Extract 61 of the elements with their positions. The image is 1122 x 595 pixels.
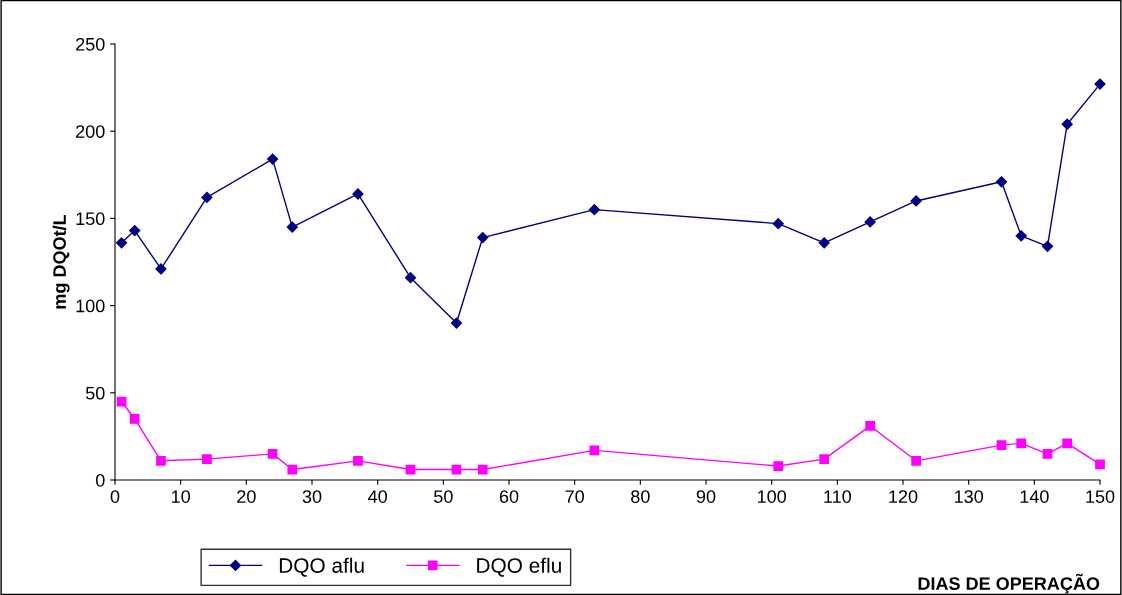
point: [1095, 459, 1105, 470]
point: [1041, 240, 1054, 252]
x-tick-label: 60: [499, 490, 519, 503]
x-tick-label: 20: [237, 490, 256, 503]
x-tick-label: 30: [302, 490, 322, 503]
point: [911, 455, 921, 466]
point: [1094, 78, 1106, 90]
point: [996, 440, 1007, 450]
y-tick-label: 250: [76, 37, 105, 51]
point: [287, 464, 298, 475]
point: [202, 454, 212, 464]
point: [266, 153, 279, 165]
point: [995, 176, 1008, 188]
x-tick-label: 140: [1020, 490, 1049, 503]
y-tick-label: 100: [76, 299, 105, 313]
point: [477, 231, 489, 244]
y-tick-label: 50: [85, 386, 105, 400]
x-tick-label: 0: [110, 490, 120, 503]
point: [404, 272, 417, 284]
x-tick-label: 90: [696, 490, 716, 503]
y-tick-label: 200: [76, 125, 105, 138]
point: [353, 455, 363, 466]
x-tick-label: 110: [824, 490, 852, 503]
point: [773, 461, 784, 471]
x-tick-label: 150: [1086, 490, 1115, 503]
x-tick-label: 100: [757, 490, 787, 503]
point: [156, 455, 166, 466]
point: [1016, 438, 1027, 449]
point: [910, 195, 922, 207]
point: [129, 225, 141, 237]
point: [1015, 230, 1027, 242]
point: [1061, 118, 1073, 130]
point: [865, 421, 876, 431]
x-tick-label: 10: [172, 490, 190, 503]
point: [864, 216, 876, 228]
x-tick-label: 70: [565, 490, 584, 503]
point: [1062, 438, 1073, 449]
x-tick-label: 50: [434, 490, 453, 503]
y-tick-label: 0: [95, 473, 105, 487]
point: [115, 237, 128, 249]
x-tick-label: 40: [368, 490, 387, 503]
point: [589, 445, 600, 456]
point: [201, 191, 213, 204]
point: [477, 464, 488, 475]
point: [1042, 448, 1053, 459]
point: [450, 317, 463, 329]
x-axis-title: DIAS DE OPERAÇÃO: [918, 573, 1100, 594]
point: [129, 414, 140, 424]
point: [588, 204, 600, 216]
x-tick-label: 80: [631, 490, 650, 503]
point: [819, 454, 830, 464]
point: [772, 218, 784, 230]
y-axis-title: mg DQOt/L: [52, 214, 70, 309]
x-tick-label: 120: [889, 490, 918, 503]
point: [267, 448, 278, 459]
legend-label: DQO aflu: [279, 557, 364, 577]
y-tick-label: 150: [76, 212, 105, 226]
point: [286, 221, 298, 233]
legend-label: DQO eflu: [477, 557, 561, 577]
x-tick-label: 130: [954, 490, 984, 503]
point: [818, 237, 830, 249]
